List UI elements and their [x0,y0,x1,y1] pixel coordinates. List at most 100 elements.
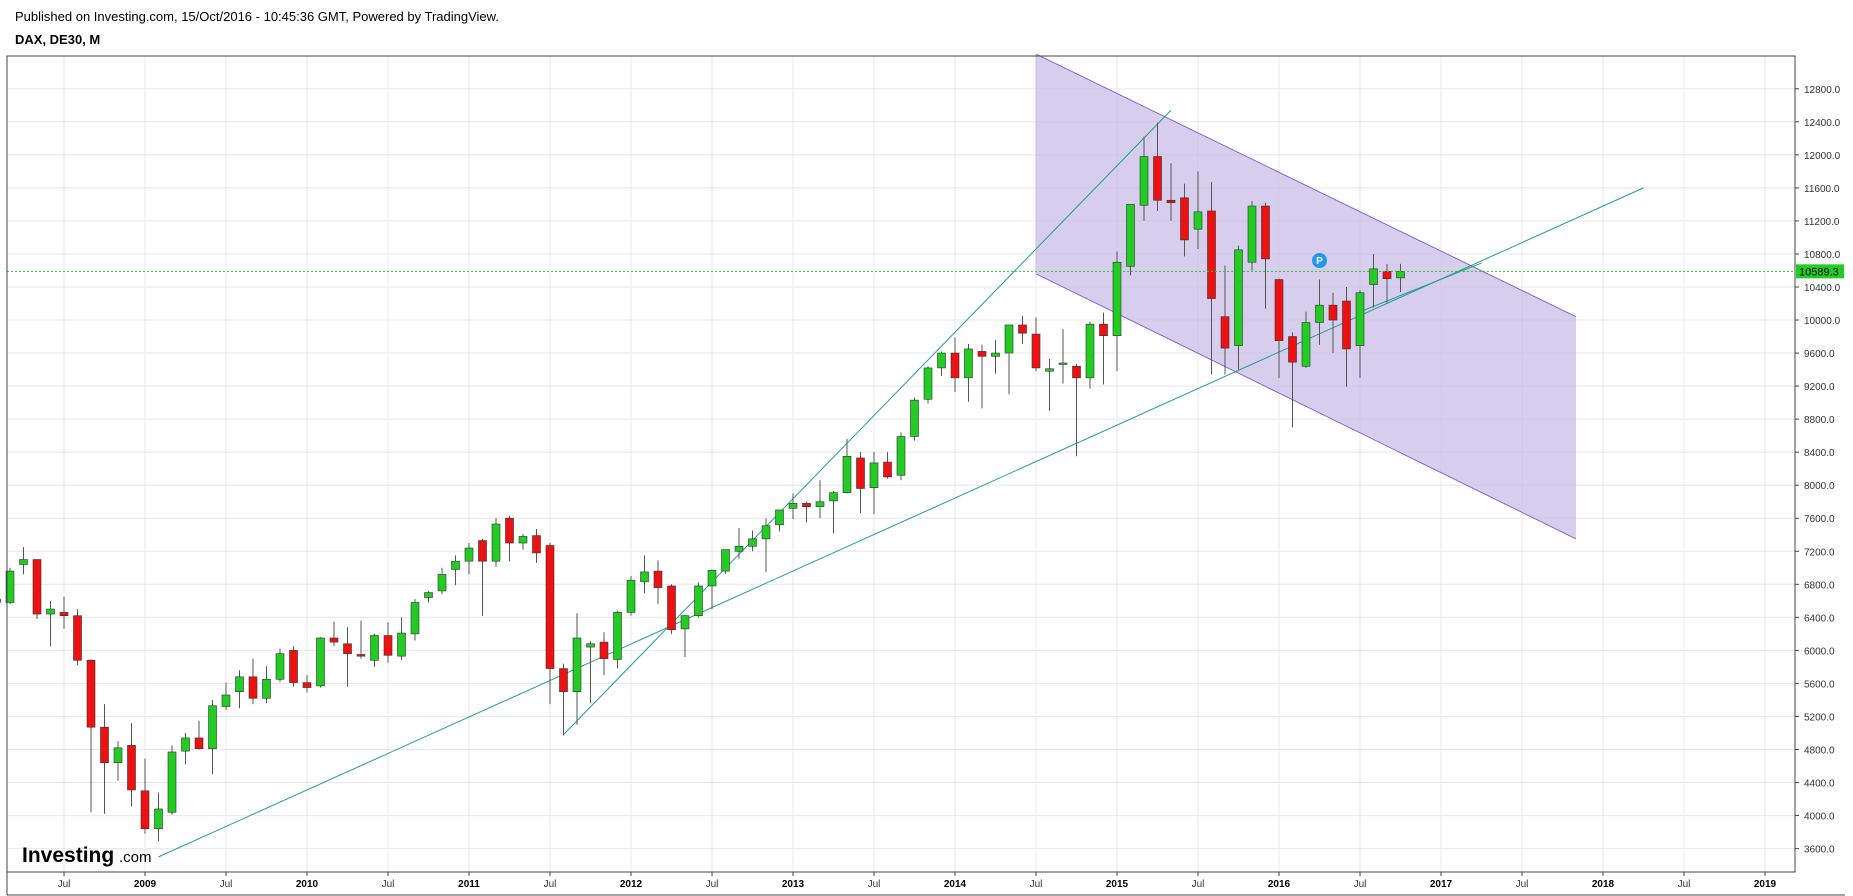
candle [1004,324,1014,395]
marker-label: P [1316,256,1323,267]
y-tick-label: 12800.0 [1804,85,1841,96]
candle [451,555,460,586]
candle [667,584,676,634]
candle-body-up [181,737,190,752]
candle [1315,279,1324,345]
candle [59,596,69,629]
candle [1288,332,1297,428]
candle-body-down [653,570,663,588]
time-axis[interactable]: Jul 2009 Jul 2010 Jul 2011 Jul 2012 Jul 2013 Jul 20… [58,872,1777,890]
candle [397,617,406,661]
candle [356,620,366,659]
candle-body-up [1139,156,1149,206]
candle [478,538,487,616]
candle [424,590,433,603]
candle-body-up [1004,324,1014,354]
y-tick-label: 10400.0 [1804,283,1841,294]
candle [1234,245,1243,370]
candle-body-up [5,570,15,603]
trendlines[interactable] [158,109,1644,858]
candle-body-up [46,608,55,615]
channel-lower-line [1035,273,1577,540]
marker-circle[interactable] [1312,253,1327,269]
candle-body-down [599,641,609,659]
x-tick-label: 2011 [458,879,480,890]
candle [167,745,177,815]
candle-body-up [640,571,649,583]
candle-body-up [937,352,946,369]
candle-body-up [1193,211,1203,230]
candle [977,344,987,409]
candle-body-up [410,602,420,635]
candle-body-up [208,705,217,749]
candle-body-down [1328,304,1338,321]
x-tick-label: 2009 [134,879,157,890]
candle [896,432,906,481]
x-tick-label: Jul [382,879,395,890]
candle-body-down [140,790,150,830]
candle [640,555,649,594]
x-tick-label: Jul [1354,879,1367,890]
candle [964,343,973,402]
candle [1085,321,1095,389]
candle-body-up [221,694,231,707]
y-tick-label: 3600.0 [1804,845,1835,856]
y-tick-label: 5600.0 [1804,679,1835,690]
candle-body-up [761,525,771,540]
y-tick-label: 6000.0 [1804,646,1835,657]
y-tick-label: 4800.0 [1804,745,1835,756]
candle-body-down [356,654,366,657]
x-tick-label: Jul [706,879,719,890]
candle-body-up [437,574,447,592]
candle-body-down [1207,210,1216,299]
y-tick-label: 8000.0 [1804,481,1835,492]
y-tick-label: 9200.0 [1804,382,1835,393]
candle [383,622,393,663]
candle-body-up [1126,204,1135,267]
candle-body-down [950,352,960,379]
candle-body-up [491,523,501,562]
y-tick-label: 11600.0 [1804,184,1840,195]
candle-body-down [343,643,352,654]
candle-body-up [829,492,838,502]
candle-body-down [1031,333,1041,369]
candle [545,543,555,705]
candle-body-up [964,348,973,379]
candle [653,560,663,605]
candle-body-down [1220,316,1230,349]
candle [5,567,15,605]
candle [1301,311,1311,368]
annotation-marker[interactable]: P [1312,253,1327,269]
candle-body-up [370,635,379,661]
candle-body-down [802,503,811,507]
candle [572,613,582,725]
candle [761,518,771,572]
candle-body-up [896,436,906,476]
candle [991,339,1000,374]
candle-body-down [127,745,136,791]
candle [302,675,312,693]
candle [194,720,204,750]
x-tick-label: Jul [58,879,71,890]
x-tick-label: 2012 [620,879,643,890]
price-axis[interactable]: 3600.0 4000.0 4400.0 4800.0 5200.0 5600.0 6000… [1795,85,1841,856]
candle-body-up [1301,322,1311,367]
candle-body-down [532,535,541,554]
candle [1247,201,1257,271]
candle-body-up [424,592,433,598]
candle-body-up [235,676,244,692]
x-tick-label: Jul [1516,879,1529,890]
candle-body-up [775,509,784,526]
y-tick-label: 8800.0 [1804,415,1835,426]
candle-body-up [815,501,825,507]
candle-body-up [707,569,717,587]
candle [1220,265,1230,375]
candle [0,598,1,603]
candle-body-up [1045,368,1054,372]
candle [491,518,501,567]
candle [694,582,703,618]
x-tick-label: 2019 [1754,879,1777,890]
candle [127,723,136,807]
trendline [1359,262,1482,313]
